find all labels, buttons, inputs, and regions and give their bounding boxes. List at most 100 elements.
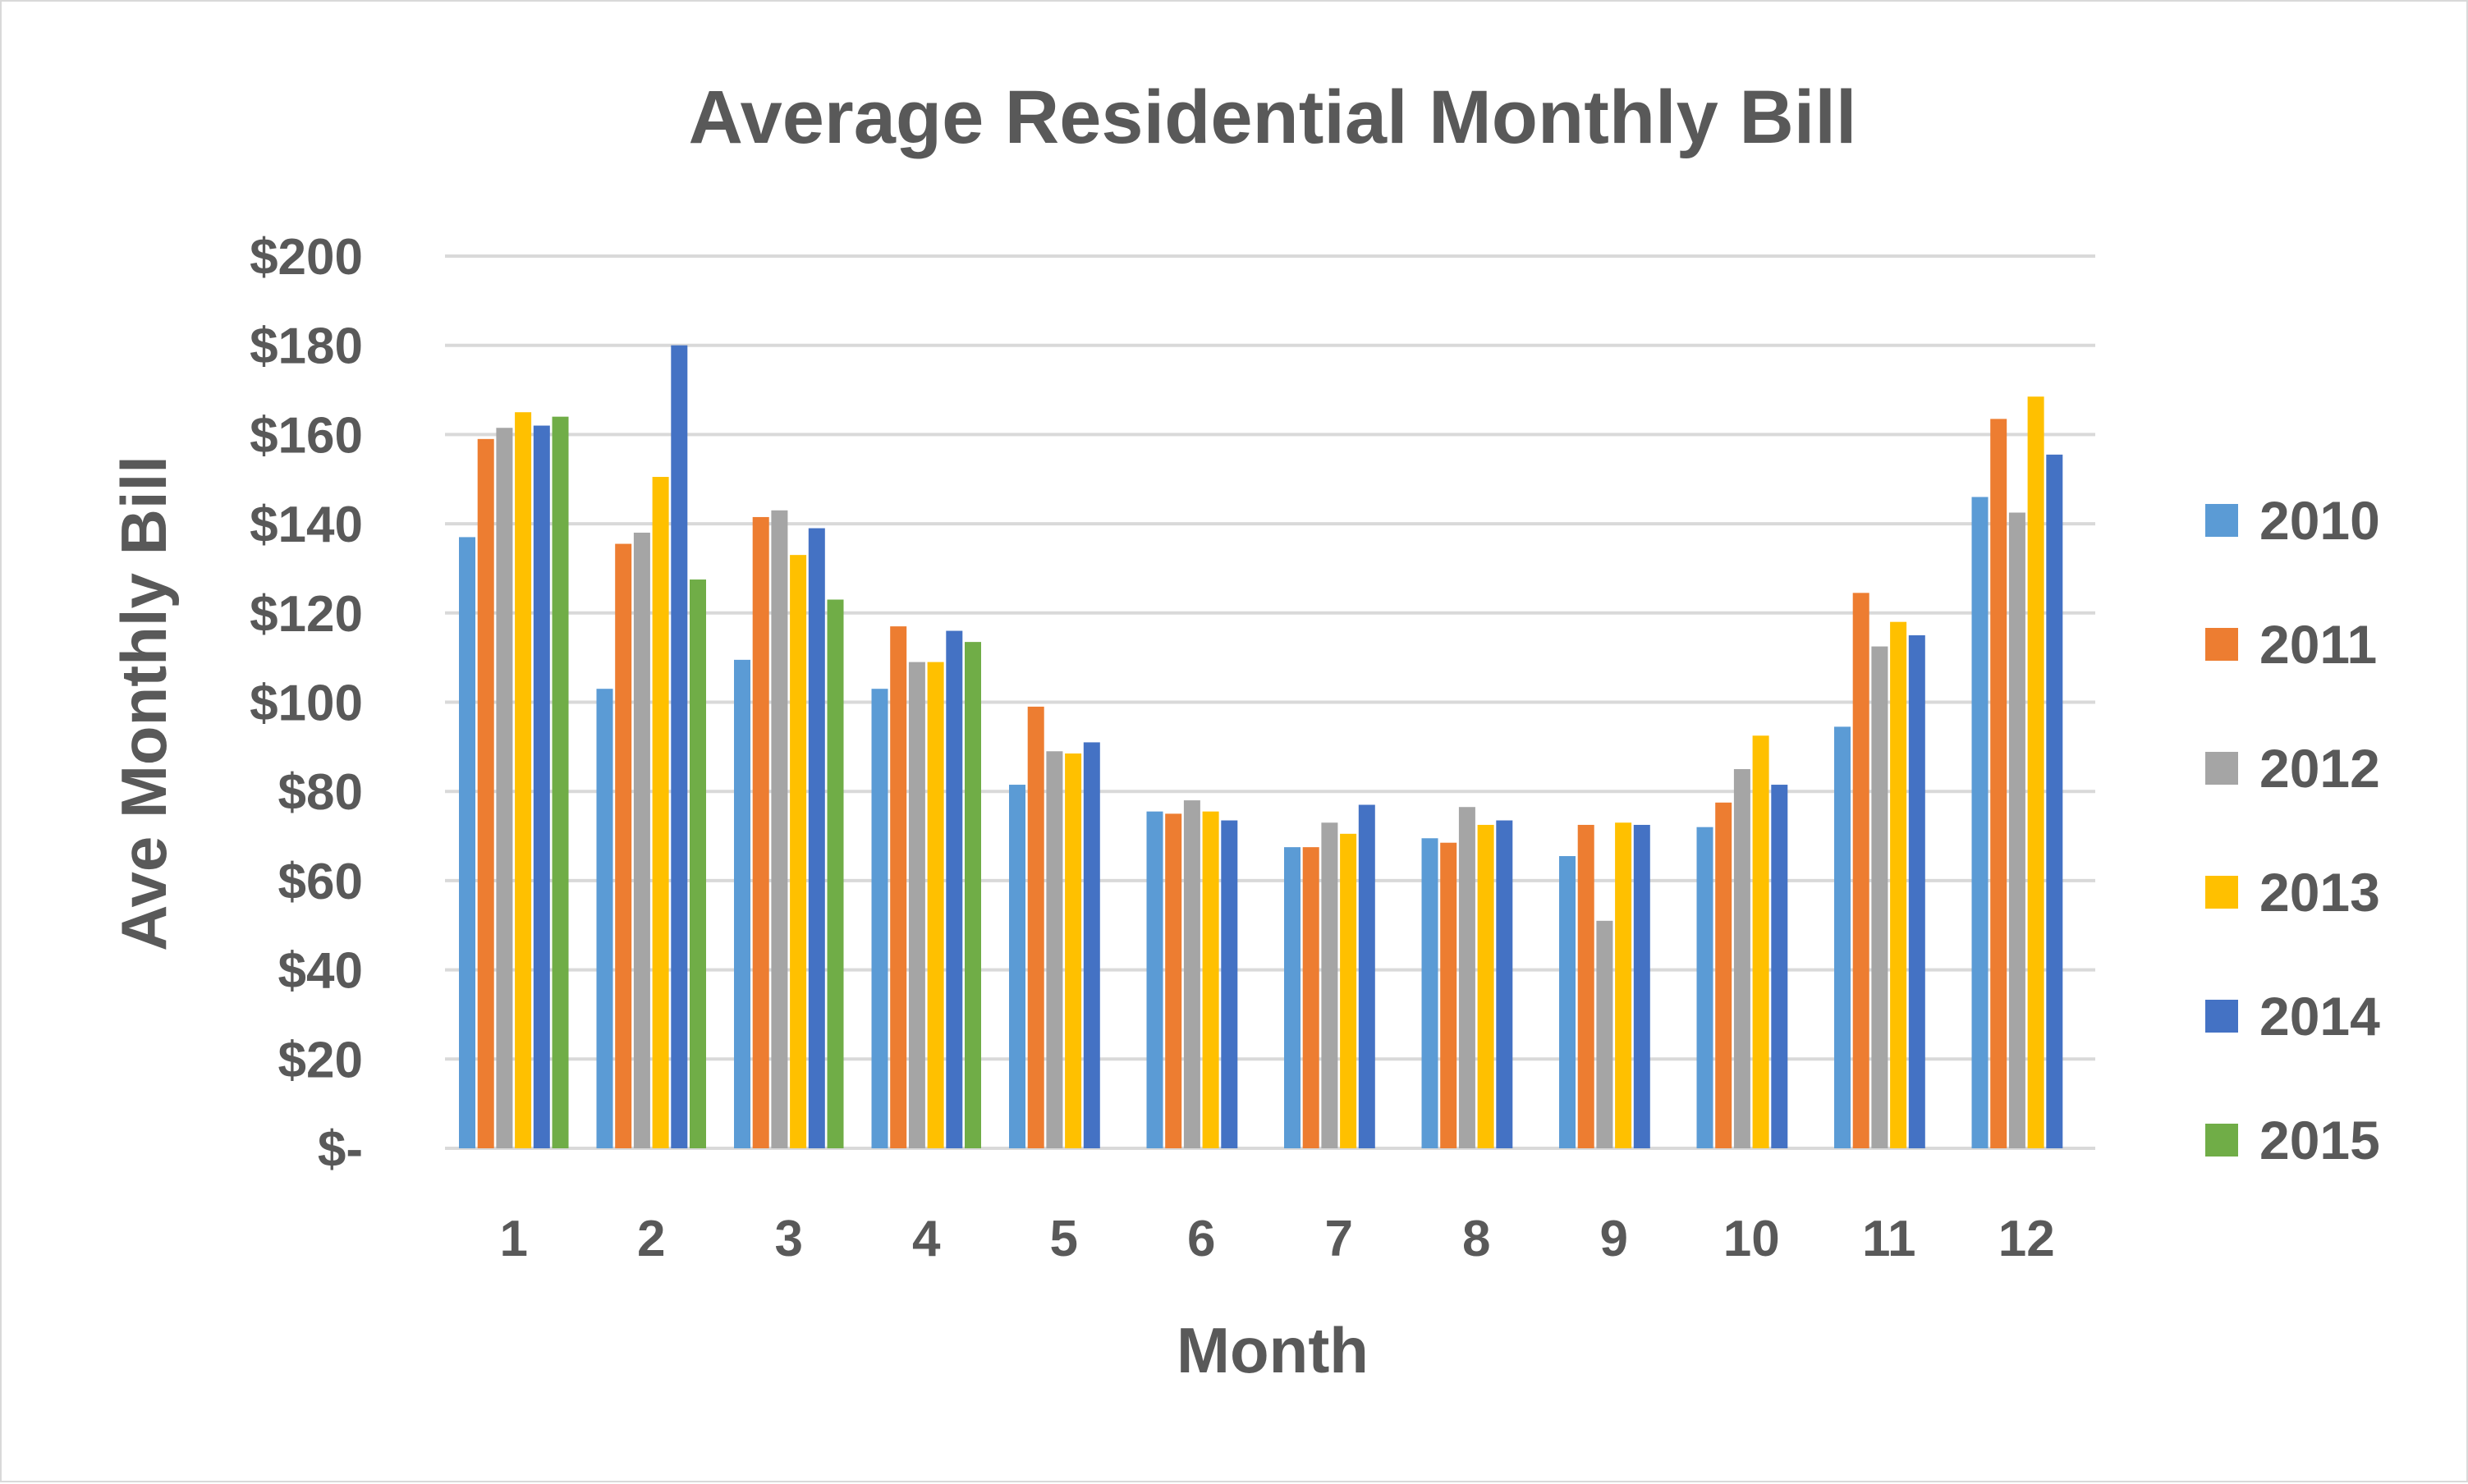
bar-2012-month-11 <box>1871 646 1888 1148</box>
legend-label-2011: 2011 <box>2259 614 2377 675</box>
bar-2012-month-9 <box>1596 920 1613 1148</box>
y-tick-label: $- <box>318 1121 363 1178</box>
bar-2011-month-8 <box>1440 842 1457 1148</box>
x-tick-label: 3 <box>775 1211 803 1267</box>
legend-label-2012: 2012 <box>2259 738 2380 799</box>
bar-2010-month-4 <box>871 689 888 1148</box>
bar-2012-month-12 <box>2008 512 2025 1148</box>
bar-2014-month-4 <box>946 630 963 1148</box>
bars <box>459 345 2063 1149</box>
bar-2013-month-10 <box>1752 735 1769 1148</box>
bar-2010-month-12 <box>1971 497 1989 1148</box>
y-tick-label: $100 <box>250 676 363 732</box>
bar-2014-month-2 <box>671 345 688 1148</box>
bar-2014-month-1 <box>533 425 550 1148</box>
bar-2010-month-2 <box>596 689 613 1148</box>
bar-2015-month-3 <box>827 599 844 1148</box>
bar-2013-month-2 <box>652 477 669 1148</box>
y-axis-label: Ave Monthly Bill <box>108 456 180 951</box>
bar-2013-month-9 <box>1615 822 1632 1148</box>
bar-2012-month-3 <box>771 510 788 1148</box>
legend-swatch-2012 <box>2205 752 2238 785</box>
x-tick-label: 7 <box>1325 1211 1353 1267</box>
bar-2010-month-5 <box>1009 785 1025 1148</box>
bar-2012-month-2 <box>633 532 650 1148</box>
bar-2010-month-1 <box>459 537 475 1148</box>
bar-2010-month-11 <box>1834 726 1851 1148</box>
bar-2011-month-9 <box>1577 824 1594 1148</box>
bar-2014-month-3 <box>808 528 825 1148</box>
bar-2011-month-6 <box>1165 813 1182 1148</box>
legend-swatch-2014 <box>2205 1000 2238 1033</box>
y-tick-label: $20 <box>278 1032 363 1088</box>
legend-label-2010: 2010 <box>2259 490 2380 551</box>
bar-2011-month-11 <box>1852 593 1869 1148</box>
x-axis-ticks: 1 2 3 4 5 6 7 8 9 10 11 12 <box>500 1211 2055 1267</box>
bar-2012-month-8 <box>1458 807 1475 1148</box>
y-axis-ticks: $- $20 $40 $60 $80 $100 $120 $140 $160 $180 $200 <box>250 229 363 1178</box>
y-tick-label: $80 <box>278 764 363 821</box>
bar-2010-month-8 <box>1421 838 1438 1148</box>
y-tick-label: $120 <box>250 586 363 643</box>
x-tick-label: 8 <box>1462 1211 1490 1267</box>
bar-2013-month-11 <box>1890 621 1907 1148</box>
chart-title: Average Residential Monthly Bill <box>689 76 1857 159</box>
bar-2011-month-7 <box>1302 847 1319 1148</box>
legend-swatch-2015 <box>2205 1124 2238 1157</box>
x-tick-label: 1 <box>500 1211 528 1267</box>
bar-2013-month-7 <box>1340 833 1357 1148</box>
bar-2013-month-8 <box>1477 824 1494 1148</box>
y-tick-label: $160 <box>250 407 363 464</box>
bar-2013-month-5 <box>1065 753 1082 1148</box>
x-tick-label: 2 <box>637 1211 665 1267</box>
y-tick-label: $60 <box>278 854 363 910</box>
bar-2012-month-10 <box>1733 769 1750 1148</box>
bar-2014-month-12 <box>2046 454 2063 1148</box>
legend-label-2013: 2013 <box>2259 862 2380 923</box>
legend-label-2014: 2014 <box>2259 986 2380 1047</box>
bar-2010-month-7 <box>1284 847 1301 1148</box>
x-tick-label: 6 <box>1187 1211 1215 1267</box>
x-tick-label: 11 <box>1862 1211 1916 1267</box>
bar-2011-month-10 <box>1715 802 1732 1148</box>
bar-2012-month-1 <box>496 428 513 1148</box>
bar-2014-month-8 <box>1496 820 1513 1148</box>
y-tick-label: $140 <box>250 497 363 553</box>
y-tick-label: $180 <box>250 318 363 375</box>
bar-2013-month-4 <box>927 662 944 1148</box>
bar-2011-month-5 <box>1027 706 1044 1148</box>
x-axis-label: Month <box>1177 1314 1369 1386</box>
legend: 2010 2011 2012 2013 2014 2015 <box>2205 490 2380 1170</box>
bar-2014-month-7 <box>1358 804 1375 1148</box>
bar-2014-month-5 <box>1083 742 1100 1148</box>
bar-2015-month-1 <box>552 416 569 1148</box>
bar-2011-month-1 <box>477 438 494 1148</box>
bar-2014-month-9 <box>1633 824 1650 1148</box>
bar-2014-month-6 <box>1221 820 1238 1148</box>
x-tick-label: 4 <box>912 1211 941 1267</box>
bar-2011-month-2 <box>615 543 632 1148</box>
bar-2013-month-12 <box>2027 396 2044 1148</box>
bar-2012-month-7 <box>1321 822 1338 1148</box>
legend-swatch-2010 <box>2205 504 2238 537</box>
legend-label-2015: 2015 <box>2259 1110 2380 1170</box>
bar-2015-month-2 <box>690 579 706 1148</box>
bar-2010-month-6 <box>1146 811 1163 1148</box>
legend-swatch-2011 <box>2205 628 2238 661</box>
bar-2012-month-4 <box>908 662 925 1148</box>
x-tick-label: 12 <box>1998 1211 2055 1267</box>
bar-2011-month-12 <box>1990 419 2007 1148</box>
x-tick-label: 10 <box>1723 1211 1780 1267</box>
bar-2013-month-1 <box>515 412 532 1149</box>
bar-2010-month-10 <box>1696 827 1713 1148</box>
x-tick-label: 5 <box>1050 1211 1078 1267</box>
bar-2011-month-4 <box>890 626 907 1148</box>
y-tick-label: $40 <box>278 943 363 1000</box>
bar-2013-month-3 <box>790 555 807 1148</box>
bar-2012-month-6 <box>1183 800 1200 1148</box>
x-tick-label: 9 <box>1600 1211 1628 1267</box>
legend-swatch-2013 <box>2205 876 2238 909</box>
gridlines <box>445 254 2095 1150</box>
